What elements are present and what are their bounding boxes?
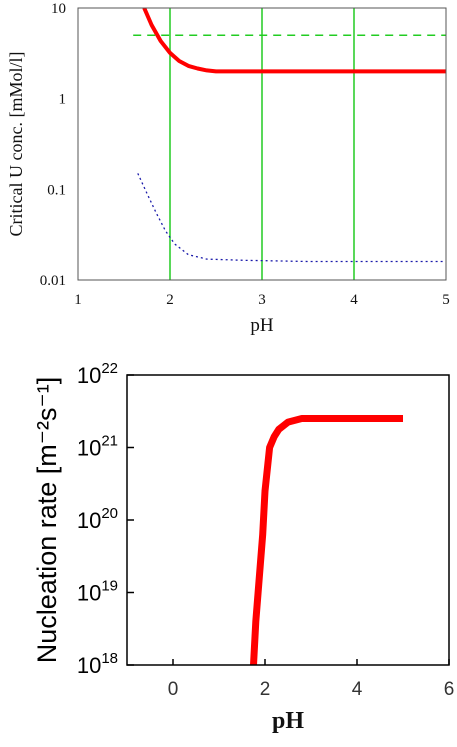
- bottom-y-tick-label: 1021: [77, 433, 118, 461]
- bottom-y-tick-label: 1018: [77, 650, 118, 678]
- critical-u-conc-chart: 1 2 3 4 5 0.01 0.1 1 10 pH Critical U conc. [mM…: [6, 1, 450, 336]
- bottom-series-layer: [250, 415, 403, 666]
- bottom-y-tick-label: 1020: [77, 505, 118, 533]
- nucleation-rate-chart: 0 2 4 6 1018 1019 1020 1021 1022 pH Nucleation …: [32, 360, 454, 734]
- top-x-tick-label: 4: [350, 292, 358, 308]
- top-series-dotted-line: [137, 173, 446, 263]
- bottom-x-axis-label: pH: [272, 708, 304, 734]
- top-y-axis-label: Critical U conc. [mMol/l]: [6, 52, 26, 237]
- nucleation-rate-line: [250, 415, 403, 666]
- top-y-tick-label: 10: [51, 1, 66, 17]
- top-x-axis-label: pH: [250, 315, 274, 336]
- bottom-y-tick-label: 1019: [77, 578, 118, 606]
- top-y-tick-label: 0.1: [47, 182, 66, 198]
- bottom-y-tick-label: 1022: [77, 360, 118, 388]
- bottom-y-axis-label: Nucleation rate [m⁻²s⁻¹]: [32, 377, 62, 664]
- bottom-x-tick-labels: 0 2 4 6: [168, 659, 455, 700]
- top-x-tick-label: 2: [166, 292, 174, 308]
- bottom-x-tick-label: 0: [168, 679, 179, 700]
- top-y-tick-label: 0.01: [40, 273, 66, 289]
- top-x-tick-label: 3: [258, 292, 266, 308]
- bottom-y-tick-labels: 1018 1019 1020 1021 1022: [77, 360, 134, 678]
- top-x-tick-labels: 1 2 3 4 5: [74, 292, 450, 308]
- top-plot-frame: [77, 7, 447, 281]
- top-series-solid-line: [142, 8, 446, 74]
- top-x-tick-label: 1: [74, 292, 82, 308]
- bottom-x-tick-label: 6: [444, 679, 455, 700]
- bottom-x-tick-label: 4: [352, 679, 363, 700]
- top-y-tick-labels: 0.01 0.1 1 10: [40, 1, 66, 289]
- bottom-x-tick-label: 2: [260, 679, 271, 700]
- top-series-layer: [133, 8, 446, 280]
- top-x-tick-label: 5: [442, 292, 450, 308]
- top-y-tick-label: 1: [59, 92, 67, 108]
